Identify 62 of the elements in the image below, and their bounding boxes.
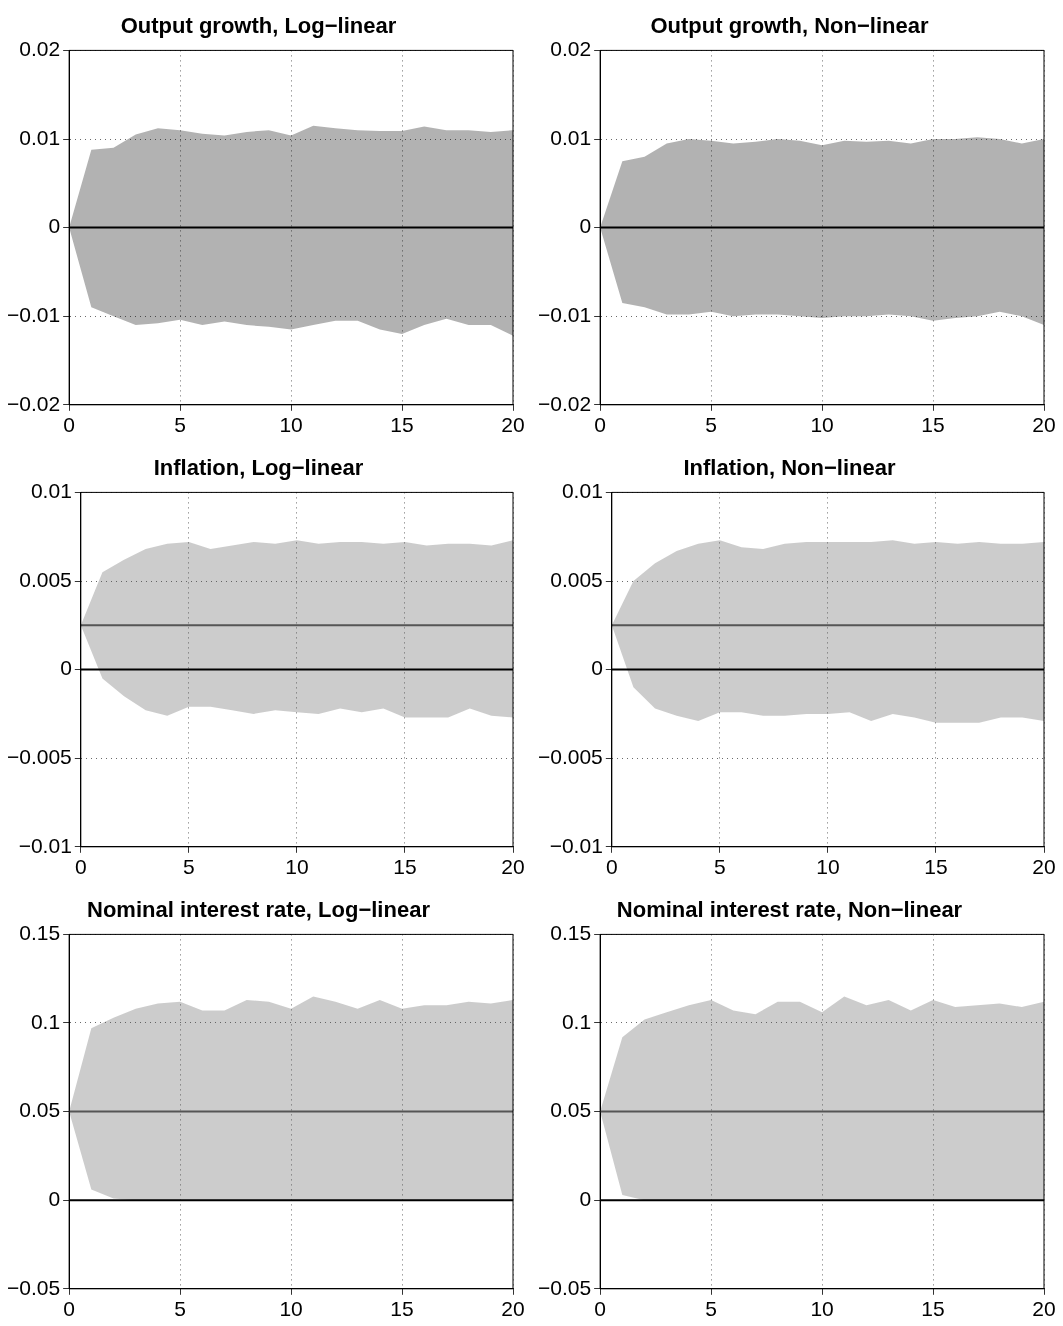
x-tick-label: 5	[183, 855, 195, 879]
x-tick-label: 10	[279, 1297, 303, 1321]
x-tick-label: 20	[1032, 413, 1056, 437]
y-tick-label: −0.05	[538, 1275, 592, 1299]
y-tick-label: 0	[579, 1187, 592, 1210]
y-tick-label: 0.01	[30, 479, 72, 503]
y-tick-label: −0.02	[7, 391, 61, 415]
y-tick-label: 0.005	[19, 567, 72, 591]
chart-title: Inflation, Non−linear	[683, 455, 896, 481]
y-tick-label: 0	[591, 656, 603, 680]
y-tick-label: −0.02	[538, 391, 592, 415]
x-tick-label: 10	[810, 413, 834, 437]
y-tick-label: 0.01	[19, 125, 61, 149]
x-tick-label: 15	[921, 1297, 945, 1321]
x-tick-label: 0	[74, 855, 87, 879]
x-tick-label: 10	[279, 413, 303, 437]
y-tick-label: 0.15	[550, 921, 592, 945]
y-tick-label: 0.05	[19, 1098, 61, 1122]
x-tick-label: 15	[393, 855, 417, 879]
chart-title: Nominal interest rate, Log−linear	[87, 897, 431, 923]
x-tick-label: 20	[501, 855, 525, 879]
x-tick-label: 10	[285, 855, 309, 879]
x-tick-label: 5	[174, 413, 186, 437]
chart-title: Output growth, Non−linear	[650, 13, 929, 39]
x-tick-label: 15	[390, 413, 414, 437]
x-tick-label: 5	[705, 413, 717, 437]
y-tick-label: −0.005	[537, 745, 603, 768]
y-tick-label: 0.02	[550, 37, 592, 61]
x-tick-label: 20	[1032, 855, 1056, 879]
y-tick-label: 0.1	[30, 1009, 61, 1033]
y-tick-label: 0.15	[19, 921, 61, 945]
chart-title: Output growth, Log−linear	[120, 13, 397, 39]
y-tick-label: 0	[48, 214, 61, 238]
x-tick-label: 15	[390, 1297, 414, 1321]
y-tick-label: 0	[579, 214, 592, 238]
y-tick-label: −0.01	[18, 833, 72, 857]
y-tick-label: 0.005	[550, 567, 603, 591]
x-tick-label: 15	[924, 855, 948, 879]
chart-title: Nominal interest rate, Non−linear	[616, 897, 963, 923]
y-tick-label: 0.05	[550, 1098, 592, 1122]
y-tick-label: 0	[48, 1187, 61, 1210]
y-tick-label: 0.1	[561, 1009, 592, 1033]
y-tick-label: 0.02	[19, 37, 61, 61]
x-tick-label: 20	[1032, 1297, 1056, 1321]
chart-title: Inflation, Log−linear	[153, 455, 364, 481]
x-tick-label: 10	[816, 855, 840, 879]
y-tick-label: 0.01	[550, 125, 592, 149]
x-tick-label: 5	[174, 1297, 186, 1321]
y-tick-label: −0.05	[7, 1275, 61, 1299]
x-tick-label: 10	[810, 1297, 834, 1321]
y-tick-label: 0.01	[561, 479, 603, 503]
y-tick-label: −0.005	[6, 745, 72, 768]
x-tick-label: 15	[921, 413, 945, 437]
x-tick-label: 20	[501, 1297, 525, 1321]
x-tick-label: 5	[705, 1297, 717, 1321]
x-tick-label: 0	[605, 855, 618, 879]
y-tick-label: −0.01	[549, 833, 603, 857]
x-tick-label: 5	[714, 855, 726, 879]
y-tick-label: −0.01	[538, 303, 592, 326]
x-tick-label: 20	[501, 413, 525, 437]
y-tick-label: 0	[60, 656, 72, 680]
y-tick-label: −0.01	[7, 303, 61, 326]
